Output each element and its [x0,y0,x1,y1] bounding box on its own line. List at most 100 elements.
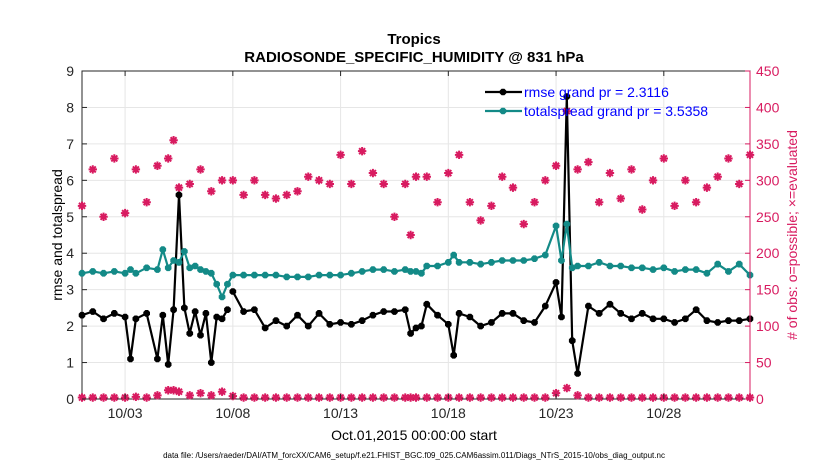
rmse-point [692,306,700,313]
x-tick-label: 10/28 [646,405,681,421]
obs-possible-point [724,154,733,163]
obs-evaluated-point-dot [187,393,192,398]
obs-possible-point [282,190,291,200]
obs-evaluated-point [368,393,378,402]
obs-evaluated-point [519,393,528,402]
obs-possible-point [530,198,539,207]
obs-evaluated-point [217,387,227,396]
obs-possible-point-dot [424,174,429,179]
y-tick-label-right: 200 [756,245,780,261]
totalspread-point [638,264,646,272]
obs-evaluated-point-dot [381,395,386,400]
obs-possible-point [131,165,141,174]
obs-possible-point-dot [284,192,289,198]
obs-possible-point [422,172,431,181]
obs-evaluated-point [406,393,415,402]
obs-possible-point [573,165,582,174]
chart-title: Tropics [387,31,440,48]
y-tick-label-left: 9 [66,63,74,79]
rmse-point [568,337,576,344]
obs-possible-point-dot [187,181,192,187]
rmse-point [498,310,506,317]
obs-possible-point [217,176,227,185]
series-obs-evaluated [77,383,755,402]
obs-possible-point-dot [726,156,731,161]
obs-evaluated-point [110,393,119,402]
rmse-point [649,315,657,323]
obs-possible-point [648,176,658,185]
rmse-point [154,355,161,363]
obs-possible-point [390,212,399,221]
obs-possible-point [314,176,324,185]
obs-possible-point [207,187,216,196]
obs-evaluated-point [169,386,178,395]
y-tick-label-right: 450 [756,63,780,79]
totalspread-point [558,257,565,264]
obs-evaluated-point-dot [403,395,408,400]
obs-possible-point-dot [90,167,95,172]
rmse-point [261,324,269,332]
obs-evaluated-point-dot [209,393,214,398]
obs-possible-point-dot [176,185,182,190]
obs-possible-point-dot [112,156,117,161]
rmse-point [181,304,188,312]
totalspread-point [251,271,258,279]
obs-evaluated-point [691,393,701,402]
totalspread-point [735,260,743,268]
obs-evaluated-point-dot [575,393,580,398]
obs-evaluated-point-dot [252,395,257,400]
obs-possible-point-dot [408,232,413,238]
y-tick-label-right: 250 [756,209,780,225]
obs-possible-point [691,198,701,207]
obs-evaluated-point-dot [241,395,246,400]
right-axis: 0 50 100 150 200 250 300 350 400 450 [745,63,780,407]
totalspread-point [111,268,118,275]
obs-possible-point-dot [133,167,139,172]
obs-evaluated-point-dot [672,395,677,400]
obs-evaluated-point-dot [306,395,311,400]
obs-evaluated-point-dot [349,395,354,400]
totalspread-point [197,266,204,273]
totalspread-point [283,273,290,281]
y-tick-label-left: 5 [66,209,74,225]
totalspread-point [159,246,167,253]
obs-possible-point [293,187,302,196]
obs-evaluated-point-dot [650,395,656,400]
obs-evaluated-point [681,393,690,402]
obs-evaluated-point [163,386,173,395]
obs-evaluated-point-dot [198,390,203,396]
rmse-point [542,302,549,310]
obs-possible-point-dot [198,167,203,172]
series-totalspread [78,220,754,301]
obs-evaluated-point [260,393,270,402]
totalspread-point [682,266,689,273]
obs-possible-point-dot [478,218,483,223]
legend-item-totalspread: totalspread grand pr = 3.5358 [485,103,708,119]
obs-possible-point [260,190,270,200]
rmse-point [488,319,495,326]
totalspread-point [531,255,538,262]
rmse-point [423,300,431,308]
obs-evaluated-point [347,393,356,402]
obs-evaluated-point-dot [629,395,634,400]
obs-possible-point [465,198,475,207]
obs-possible-point-dot [693,200,699,205]
rmse-point [407,330,414,337]
obs-evaluated-point [713,393,722,402]
obs-evaluated-point-dot [165,388,171,393]
obs-evaluated-point-dot [295,395,300,400]
rmse-point [175,191,183,199]
rmse-point [202,310,210,317]
rmse-point [326,321,334,328]
obs-evaluated-point [314,393,324,402]
obs-evaluated-point [616,393,625,402]
totalspread-point [692,266,700,273]
obs-possible-point [401,179,410,189]
obs-possible-point-dot [607,170,613,176]
obs-evaluated-point [196,388,205,398]
obs-possible-point [336,150,345,160]
y-tick-label-right: 350 [756,136,780,152]
totalspread-point [186,264,194,272]
obs-evaluated-point [594,393,604,402]
rmse-point [418,322,425,330]
